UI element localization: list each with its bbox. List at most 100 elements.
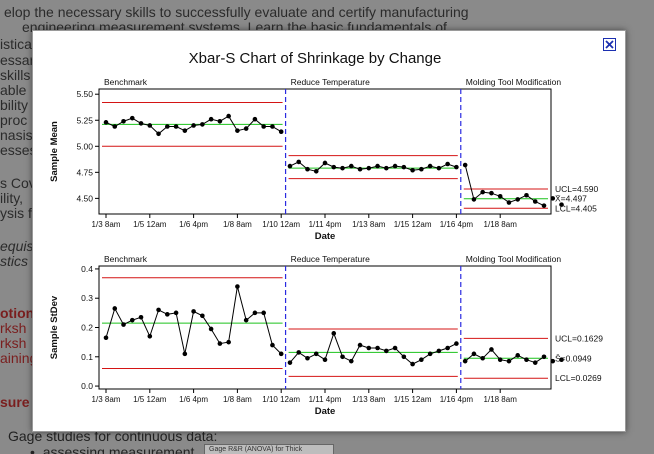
- data-point: [287, 360, 293, 365]
- data-point: [138, 121, 144, 126]
- series-line: [464, 348, 545, 364]
- data-point: [165, 312, 170, 317]
- data-point: [532, 360, 538, 365]
- data-point: [156, 307, 161, 313]
- background-line: able: [0, 82, 27, 98]
- data-point: [366, 345, 372, 351]
- data-point: [270, 124, 275, 129]
- data-point: [524, 357, 529, 363]
- data-point: [305, 355, 310, 361]
- stage-label: Benchmark: [104, 77, 148, 87]
- x-axis-label: Date: [315, 231, 336, 242]
- x-tick-label: 1/16 4pm: [440, 220, 474, 229]
- x-tick-label: 1/18 8am: [484, 395, 518, 404]
- data-point: [480, 189, 485, 195]
- y-tick-label: 5.50: [76, 89, 93, 99]
- x-tick-label: 1/8 8am: [223, 220, 252, 229]
- data-point: [489, 190, 494, 196]
- data-point: [103, 335, 109, 341]
- lcl-label: LCL=4.405: [555, 203, 597, 213]
- data-point: [419, 357, 424, 363]
- stdev_chart-frame: [98, 265, 552, 390]
- data-point: [445, 161, 450, 167]
- data-point: [165, 124, 170, 129]
- data-point: [322, 160, 328, 166]
- data-point: [235, 128, 240, 133]
- data-point: [217, 341, 223, 346]
- x-axis-label: Date: [315, 406, 336, 417]
- data-point: [427, 351, 433, 357]
- data-point: [156, 131, 161, 137]
- data-point: [261, 310, 266, 316]
- data-point: [559, 202, 564, 207]
- data-point: [305, 166, 310, 172]
- data-point: [392, 163, 398, 169]
- x-tick-label: 1/10 12am: [262, 395, 300, 404]
- data-point: [243, 317, 249, 323]
- data-point: [112, 124, 118, 129]
- series-line: [289, 331, 457, 365]
- y-tick-label: 4.75: [76, 167, 93, 177]
- data-point: [191, 309, 196, 314]
- x-tick-label: 1/11 4pm: [309, 395, 342, 404]
- section-heading: sure: [0, 394, 30, 410]
- data-point: [270, 342, 275, 348]
- background-line: istical: [0, 36, 36, 52]
- data-point: [252, 310, 258, 316]
- data-point: [489, 347, 494, 352]
- data-point: [252, 116, 258, 122]
- data-point: [348, 163, 354, 169]
- gage-thumbnail[interactable]: Gage R&R (ANOVA) for Thick: [204, 444, 334, 454]
- series-line: [464, 164, 545, 207]
- y-tick-label: 5.00: [76, 141, 93, 151]
- chart-title: Xbar-S Chart of Shrinkage by Change: [189, 50, 442, 67]
- data-point: [392, 345, 398, 351]
- data-point: [410, 167, 415, 173]
- data-point: [200, 313, 205, 319]
- data-point: [235, 284, 240, 289]
- data-point: [331, 331, 337, 336]
- x-tick-label: 1/3 8am: [92, 220, 121, 229]
- data-point: [121, 322, 126, 327]
- stage-label: Reduce Temperature: [291, 254, 370, 264]
- data-point: [471, 197, 477, 202]
- y-tick-label: 5.25: [76, 115, 93, 125]
- data-point: [147, 123, 153, 128]
- data-point: [559, 357, 564, 363]
- x-tick-label: 1/3 8am: [92, 395, 121, 404]
- data-point: [357, 342, 363, 348]
- background-line: equis: [0, 238, 34, 254]
- stage-label: Reduce Temperature: [291, 77, 370, 87]
- data-point: [524, 192, 529, 198]
- data-point: [129, 317, 135, 323]
- y-tick-label: 0.3: [81, 293, 93, 303]
- y-axis-label: Sample Mean: [49, 121, 60, 182]
- data-point: [384, 348, 389, 354]
- data-point: [173, 124, 179, 129]
- data-point: [200, 122, 205, 127]
- x-tick-label: 1/10 12am: [262, 220, 300, 229]
- ucl-label: UCL=4.590: [555, 184, 599, 194]
- close-button[interactable]: [603, 38, 616, 51]
- background-line: stics: [0, 253, 28, 269]
- data-point: [147, 333, 153, 339]
- x-tick-label: 1/13 8am: [352, 220, 386, 229]
- y-tick-label: 0.4: [81, 264, 93, 274]
- data-point: [296, 159, 302, 165]
- data-point: [121, 118, 126, 124]
- data-point: [497, 357, 503, 363]
- chart-popup: Xbar-S Chart of Shrinkage by Change Benc…: [32, 30, 626, 432]
- background-line: rksh: [0, 320, 27, 336]
- y-tick-label: 0.1: [81, 352, 93, 362]
- data-point: [375, 345, 380, 351]
- data-point: [506, 200, 512, 205]
- ucl-label: UCL=0.1629: [555, 333, 603, 343]
- background-line: bility: [0, 97, 29, 113]
- data-point: [313, 351, 319, 357]
- data-point: [182, 128, 188, 133]
- y-tick-label: 0.2: [81, 323, 93, 333]
- x-tick-label: 1/5 12am: [133, 395, 167, 404]
- data-point: [217, 118, 223, 124]
- data-point: [462, 358, 468, 364]
- data-point: [366, 165, 372, 171]
